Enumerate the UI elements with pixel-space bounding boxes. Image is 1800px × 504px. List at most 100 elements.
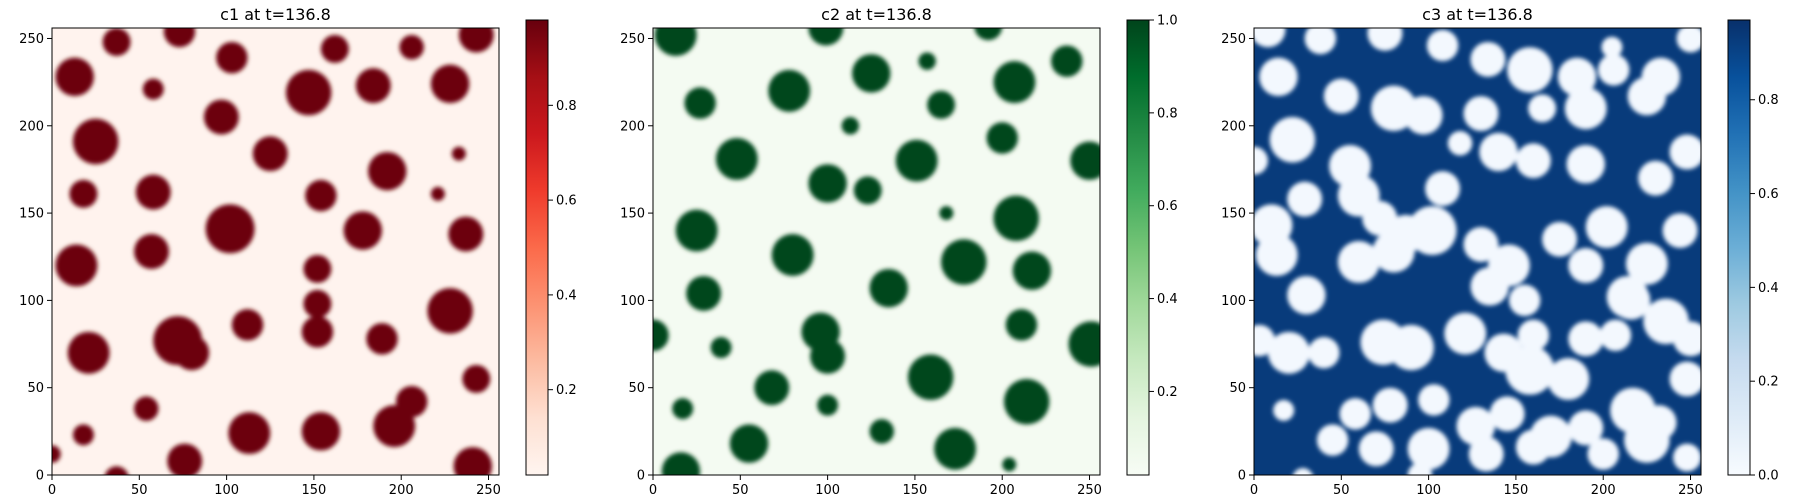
droplet (216, 41, 248, 74)
droplet (869, 419, 894, 444)
droplet (1625, 242, 1668, 285)
droplet (1673, 321, 1701, 357)
droplet (430, 64, 470, 104)
x-tick-label: 200 (389, 483, 414, 498)
panel-1: c1 at t=136.8 0 50 100 150 200 250 0 50 100 150 200… (19, 5, 577, 498)
droplet (939, 206, 954, 221)
droplet (1507, 47, 1553, 93)
droplet (1407, 462, 1433, 475)
droplet (661, 452, 701, 475)
droplet (368, 151, 407, 191)
panel-title: c1 at t=136.8 (220, 5, 331, 24)
droplet (1316, 424, 1349, 456)
droplet (1673, 443, 1701, 472)
droplet (366, 323, 398, 355)
droplet (69, 179, 98, 208)
droplet (427, 288, 473, 334)
colorbar-tick-label: 0.0 (1758, 469, 1779, 484)
droplet (1367, 28, 1403, 51)
droplet (1444, 312, 1487, 355)
droplet (1470, 41, 1506, 77)
droplet (134, 396, 159, 421)
droplet (1002, 457, 1017, 472)
droplet (1051, 45, 1083, 77)
droplet (1517, 319, 1550, 352)
droplet (1508, 284, 1541, 317)
droplet (142, 78, 164, 100)
droplet (1542, 221, 1578, 257)
x-tick-label: 150 (302, 483, 327, 498)
droplet (1566, 144, 1605, 184)
droplet (852, 54, 891, 93)
droplet (1254, 146, 1268, 175)
x-tick-label: 150 (1504, 483, 1529, 498)
droplet (1012, 251, 1052, 290)
x-tick-label: 100 (815, 483, 840, 498)
droplet (1372, 387, 1408, 423)
droplet (55, 57, 94, 97)
x-tick-label: 200 (990, 483, 1015, 498)
droplet (135, 174, 171, 210)
droplet (205, 204, 255, 254)
droplet (448, 216, 484, 252)
droplet (817, 394, 839, 416)
droplet (1528, 94, 1557, 123)
droplet (430, 186, 445, 201)
droplet (399, 34, 424, 60)
droplet (355, 68, 391, 104)
droplet (1587, 438, 1619, 470)
droplet (1669, 134, 1701, 170)
droplet (672, 398, 694, 420)
droplet (754, 370, 790, 406)
droplet (451, 146, 466, 161)
x-tick-label: 50 (732, 483, 749, 498)
droplet (1259, 57, 1298, 97)
y-tick-label: 200 (620, 119, 645, 134)
droplet (1425, 171, 1461, 207)
droplet (301, 316, 334, 348)
droplet (395, 385, 428, 418)
droplet (1304, 28, 1337, 55)
panel-title: c3 at t=136.8 (1422, 5, 1533, 24)
droplet (974, 28, 1003, 41)
droplet (1468, 436, 1504, 472)
droplet (808, 164, 847, 203)
droplet (895, 139, 938, 182)
droplet (1068, 321, 1100, 367)
droplet (163, 28, 196, 48)
droplet (907, 354, 954, 400)
droplet (1273, 399, 1295, 421)
colorbar-tick-label: 0.4 (1758, 281, 1779, 296)
droplet (67, 331, 110, 374)
y-tick-label: 100 (1221, 294, 1246, 309)
colorbar-tick-label: 0.6 (1758, 187, 1779, 202)
y-tick-label: 50 (628, 381, 645, 396)
droplet (1568, 248, 1604, 283)
x-tick-label: 250 (1678, 483, 1703, 498)
droplet (941, 239, 987, 285)
droplet (729, 424, 769, 463)
droplet (808, 28, 844, 46)
droplet (203, 99, 239, 135)
droplet (1269, 117, 1316, 163)
droplet (768, 69, 811, 112)
y-tick-label: 100 (620, 294, 645, 309)
droplet (993, 195, 1039, 242)
colorbar (1727, 19, 1751, 476)
droplet-layer (653, 28, 1100, 475)
droplet (305, 179, 337, 212)
droplet (301, 412, 341, 451)
droplet (710, 337, 732, 359)
x-tick-label: 100 (1416, 483, 1441, 498)
droplet (1568, 410, 1604, 446)
heatmap-field (653, 28, 1100, 475)
y-tick-label: 250 (620, 32, 645, 47)
droplet (841, 117, 860, 135)
colorbar-tick-label: 0.8 (556, 99, 577, 114)
colorbar-tick-label: 0.2 (556, 383, 577, 398)
droplet (1463, 96, 1499, 132)
y-tick-label: 150 (1221, 207, 1246, 222)
droplet (303, 254, 332, 283)
y-tick-label: 150 (620, 207, 645, 222)
